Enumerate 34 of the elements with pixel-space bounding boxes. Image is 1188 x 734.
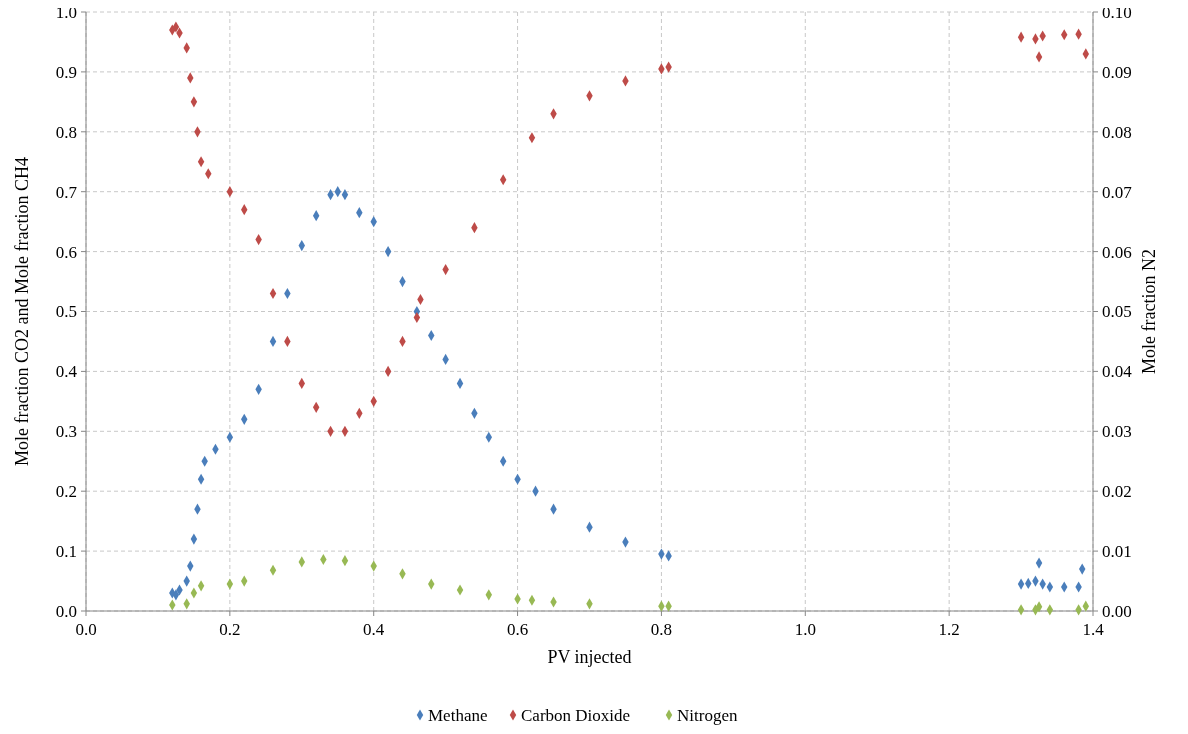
y-tick-label: 0.4 — [55, 362, 78, 382]
x-tick-label: 0.6 — [506, 620, 529, 639]
y-tick-label: 0.1 — [55, 542, 77, 562]
x-tick-label: 1.4 — [1082, 620, 1105, 639]
y2-tick-label: 0.07 — [1102, 182, 1133, 202]
y-tick-label: 0.2 — [55, 482, 77, 502]
y-axis-title: Mole fraction CO2 and Mole fraction CH4 — [12, 157, 32, 466]
y-tick-label: 0.7 — [55, 182, 78, 202]
y2-tick-label: 0.05 — [1102, 302, 1132, 322]
y2-tick-label: 0.06 — [1102, 242, 1132, 262]
y2-tick-label: 0.00 — [1102, 601, 1132, 621]
y-tick-label: 0.8 — [55, 122, 77, 142]
y2-tick-label: 0.03 — [1102, 422, 1132, 442]
y2-tick-label: 0.01 — [1102, 542, 1132, 562]
y2-tick-label: 0.08 — [1102, 122, 1132, 142]
x-tick-label: 0.0 — [75, 620, 97, 639]
x-tick-label: 0.8 — [650, 620, 673, 639]
legend-label: Carbon Dioxide — [521, 705, 631, 725]
y2-tick-label: 0.09 — [1102, 62, 1132, 82]
y-tick-label: 0.9 — [55, 62, 77, 82]
y2-axis-title: Mole fraction N2 — [1139, 249, 1159, 374]
y-tick-label: 0.5 — [55, 302, 77, 322]
x-tick-label: 1.2 — [938, 620, 960, 639]
y2-tick-label: 0.02 — [1102, 482, 1132, 502]
legend-label: Methane — [428, 705, 488, 725]
y-tick-label: 0.3 — [55, 422, 77, 442]
y2-tick-label: 0.04 — [1102, 362, 1133, 382]
y-tick-label: 0.0 — [55, 601, 77, 621]
x-tick-label: 0.2 — [219, 620, 241, 639]
x-tick-label: 0.4 — [363, 620, 385, 639]
y-tick-label: 0.6 — [55, 242, 77, 262]
legend-label: Nitrogen — [677, 705, 738, 725]
x-axis-title: PV injected — [547, 647, 632, 667]
x-tick-label: 1.0 — [794, 620, 816, 639]
